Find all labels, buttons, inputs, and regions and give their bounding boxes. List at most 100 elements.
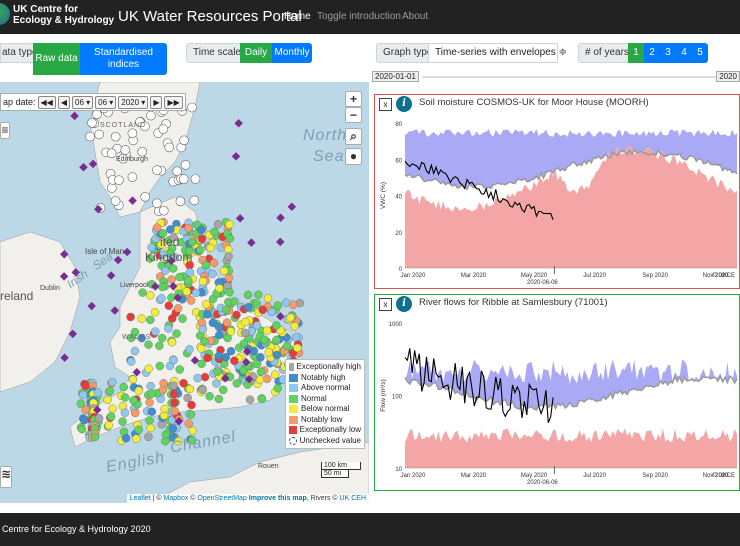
raw-data-button[interactable]: Raw data bbox=[33, 43, 80, 75]
map-month-select[interactable]: 06 ▾ bbox=[95, 95, 117, 109]
site-marker bbox=[208, 318, 218, 328]
site-marker bbox=[78, 390, 88, 399]
site-marker-diamond bbox=[190, 356, 200, 365]
date-last-button[interactable]: ▶▶ bbox=[164, 95, 183, 109]
navbar: UK Centre for Ecology & Hydrology UK Wat… bbox=[0, 0, 740, 34]
nav-toggle-introduction[interactable]: Toggle introduction bbox=[317, 11, 401, 22]
site-marker bbox=[260, 335, 269, 344]
site-marker bbox=[214, 351, 224, 360]
date-range-slider[interactable] bbox=[422, 76, 722, 78]
legend-label: Unchecked value bbox=[299, 435, 361, 445]
site-marker-diamond bbox=[244, 374, 254, 384]
zoom-in-button[interactable]: + bbox=[345, 91, 362, 107]
standardised-indices-button[interactable]: Standardised indices bbox=[80, 43, 167, 75]
date-prev-button[interactable]: ◀ bbox=[57, 95, 70, 109]
site-marker-unchecked bbox=[137, 146, 147, 157]
site-marker-unchecked bbox=[120, 145, 131, 155]
date-range-bar[interactable]: 2020-01-01 2020 bbox=[372, 71, 740, 83]
years-3-button[interactable]: 3 bbox=[660, 43, 676, 63]
mapbox-link[interactable]: Mapbox bbox=[163, 495, 189, 502]
years-4-button[interactable]: 4 bbox=[676, 43, 692, 63]
date-range-start[interactable]: 2020-01-01 bbox=[372, 71, 419, 82]
site-marker bbox=[126, 357, 136, 366]
daily-button[interactable]: Daily bbox=[240, 43, 272, 63]
map-label-kingdom: Kingdom bbox=[145, 250, 193, 264]
attrib-sep-2: © bbox=[188, 495, 198, 502]
brand-line-2: Ecology & Hydrology bbox=[13, 15, 115, 26]
site-marker bbox=[146, 315, 155, 325]
site-marker bbox=[205, 392, 214, 401]
site-marker bbox=[218, 385, 228, 395]
site-title: UK Water Resources Portal bbox=[118, 8, 302, 25]
site-marker bbox=[187, 400, 196, 410]
info-icon[interactable]: i bbox=[396, 96, 412, 112]
close-plot-button[interactable]: x bbox=[379, 298, 392, 311]
layers-toggle-button[interactable]: ≡ bbox=[0, 122, 10, 139]
site-marker bbox=[273, 301, 282, 310]
site-marker bbox=[152, 223, 162, 232]
graph-type-select[interactable]: Time-series with envelopes ≑ bbox=[428, 43, 567, 63]
map[interactable]: North Sea SCOTLAND Edinburgh Isle of Man… bbox=[0, 82, 369, 503]
locate-marker-icon[interactable]: ● bbox=[345, 148, 362, 165]
site-marker bbox=[94, 414, 104, 423]
site-marker bbox=[282, 298, 291, 307]
search-icon[interactable]: ⌕ bbox=[345, 128, 362, 145]
layers-stack-icon[interactable]: ≋ bbox=[0, 466, 12, 488]
site-marker bbox=[178, 314, 187, 323]
site-marker-unchecked bbox=[87, 117, 97, 128]
zoom-out-button[interactable]: − bbox=[345, 107, 362, 123]
legend-swatch bbox=[289, 426, 297, 435]
site-marker bbox=[77, 425, 87, 434]
years-2-button[interactable]: 2 bbox=[644, 43, 660, 63]
site-marker bbox=[188, 237, 197, 247]
date-first-button[interactable]: ◀◀ bbox=[37, 95, 56, 109]
monitoring-sites-layer[interactable] bbox=[0, 82, 369, 503]
date-next-button[interactable]: ▶ bbox=[150, 95, 163, 109]
ukceh-logo bbox=[0, 3, 10, 25]
site-marker bbox=[226, 347, 236, 356]
site-marker bbox=[224, 245, 233, 254]
date-range-end[interactable]: 2020 bbox=[716, 71, 740, 82]
site-marker bbox=[173, 304, 183, 313]
osm-link[interactable]: OpenStreetMap bbox=[197, 495, 247, 502]
close-plot-button[interactable]: x bbox=[379, 98, 392, 111]
site-marker bbox=[272, 321, 281, 330]
site-marker-diamond bbox=[70, 111, 79, 121]
improve-map-link[interactable]: Improve this map bbox=[248, 495, 307, 502]
map-day-select[interactable]: 06 ▾ bbox=[72, 95, 94, 109]
legend-swatch bbox=[289, 405, 298, 414]
site-marker bbox=[120, 408, 130, 417]
site-marker bbox=[179, 379, 188, 388]
legend-item: Notably low bbox=[289, 415, 361, 426]
brand-name[interactable]: UK Centre for Ecology & Hydrology bbox=[13, 4, 114, 26]
site-marker bbox=[193, 373, 202, 383]
scale-km: 100 km bbox=[321, 462, 361, 470]
years-1-button[interactable]: 1 bbox=[628, 43, 644, 63]
site-marker-diamond bbox=[168, 282, 178, 291]
map-year-select[interactable]: 2020 ▾ bbox=[118, 95, 149, 109]
site-marker-unchecked bbox=[159, 205, 169, 216]
site-marker bbox=[103, 395, 112, 404]
info-icon[interactable]: i bbox=[396, 296, 412, 312]
legend-swatch bbox=[289, 415, 298, 424]
site-marker bbox=[104, 421, 114, 430]
years-5-button[interactable]: 5 bbox=[692, 43, 708, 63]
site-marker bbox=[160, 404, 169, 414]
site-marker bbox=[90, 432, 100, 442]
nav-home[interactable]: Home bbox=[284, 11, 311, 22]
monthly-button[interactable]: Monthly bbox=[272, 43, 312, 63]
nav-about[interactable]: About bbox=[402, 11, 429, 22]
site-marker bbox=[167, 275, 176, 284]
leaflet-link[interactable]: Leaflet bbox=[129, 495, 151, 502]
envelope-high bbox=[405, 359, 737, 410]
ukceh-link[interactable]: UK CEH bbox=[339, 495, 366, 502]
envelope-top-gap bbox=[405, 323, 737, 385]
site-marker bbox=[226, 327, 236, 336]
site-marker bbox=[203, 353, 212, 363]
site-marker bbox=[161, 430, 171, 439]
site-marker-unchecked bbox=[110, 196, 121, 206]
site-marker bbox=[105, 386, 115, 396]
site-marker bbox=[256, 353, 265, 362]
legend-item: Notably high bbox=[289, 373, 361, 384]
site-marker-unchecked bbox=[92, 109, 102, 120]
